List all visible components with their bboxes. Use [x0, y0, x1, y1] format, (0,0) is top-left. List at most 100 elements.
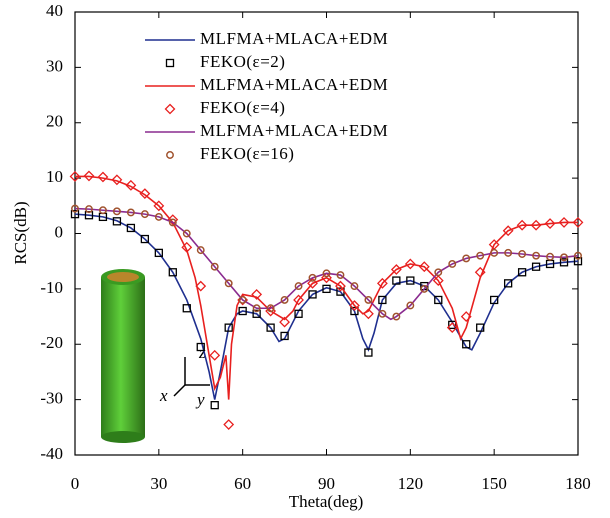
data-point — [168, 218, 177, 227]
data-point — [559, 258, 569, 267]
data-point — [126, 223, 136, 233]
data-point — [474, 266, 486, 278]
x-tick-label: 90 — [318, 474, 335, 493]
data-point — [266, 304, 275, 313]
data-point — [308, 290, 317, 299]
y-axis-label: RCS(dB) — [11, 201, 30, 264]
y-tick-label: -20 — [40, 333, 63, 352]
data-point — [322, 269, 331, 278]
data-point — [517, 268, 527, 277]
data-point — [448, 320, 457, 330]
data-point — [251, 288, 263, 300]
y-tick-label: 30 — [46, 56, 63, 75]
data-point — [460, 311, 472, 322]
data-point — [404, 258, 416, 270]
data-point — [293, 294, 304, 306]
data-point — [125, 179, 137, 191]
y-tick-label: -10 — [40, 278, 63, 297]
data-point — [280, 296, 289, 304]
data-point — [224, 279, 233, 288]
data-point — [112, 207, 121, 216]
x-tick-label: 180 — [565, 474, 591, 493]
data-point — [558, 217, 570, 228]
data-point — [350, 306, 359, 316]
data-point — [462, 340, 471, 349]
legend-label: MLFMA+MLACA+EDM — [200, 29, 388, 48]
data-point — [560, 253, 568, 262]
data-point — [349, 300, 360, 311]
data-point — [139, 188, 151, 200]
data-point — [378, 309, 387, 318]
data-point — [321, 272, 332, 284]
data-point — [252, 309, 261, 318]
data-point — [462, 254, 471, 263]
data-point — [434, 295, 443, 305]
data-point — [307, 277, 318, 289]
data-point — [418, 261, 430, 273]
data-point — [308, 273, 317, 282]
x-axis-label: Theta(deg) — [289, 492, 364, 511]
data-point — [71, 204, 79, 213]
data-point — [364, 296, 373, 304]
y-tick-label: 10 — [46, 167, 63, 186]
data-point — [532, 251, 541, 260]
data-point — [490, 248, 499, 257]
series-line — [74, 207, 579, 321]
data-point — [544, 218, 556, 229]
axis-annotation: y — [195, 390, 205, 409]
data-point — [518, 250, 527, 258]
axis-annotation: x — [159, 386, 168, 405]
data-point — [546, 252, 555, 261]
data-point — [446, 322, 458, 334]
data-point — [294, 282, 303, 291]
data-point — [572, 217, 584, 228]
data-point — [153, 200, 165, 212]
legend-label: FEKO(ε=4) — [200, 98, 285, 117]
data-point — [98, 206, 107, 215]
data-point — [376, 277, 388, 289]
legend-label: MLFMA+MLACA+EDM — [200, 75, 388, 94]
y-tick-label: -40 — [40, 444, 63, 463]
x-tick-label: 60 — [234, 474, 251, 493]
data-point — [294, 309, 303, 318]
data-point — [266, 323, 275, 332]
series-line — [75, 175, 578, 400]
data-point — [182, 304, 191, 313]
data-point — [406, 301, 415, 310]
data-point — [224, 323, 233, 332]
data-point — [434, 268, 443, 277]
data-point — [238, 306, 247, 316]
legend-label: FEKO(ε=2) — [200, 52, 285, 71]
data-point — [210, 262, 219, 271]
data-point — [280, 331, 289, 341]
data-point — [390, 264, 402, 275]
x-tick-label: 30 — [150, 474, 167, 493]
data-point — [182, 229, 191, 238]
data-point — [196, 246, 205, 255]
legend-swatch — [164, 103, 176, 115]
data-point — [392, 312, 401, 321]
data-point — [210, 401, 219, 410]
data-point — [195, 280, 207, 292]
x-tick-label: 150 — [481, 474, 507, 493]
data-point — [196, 342, 205, 352]
data-point — [516, 219, 528, 231]
data-point — [209, 349, 221, 361]
data-point — [420, 284, 429, 293]
data-point — [112, 217, 122, 226]
y-tick-label: 20 — [46, 112, 63, 131]
data-point — [504, 248, 513, 257]
data-point — [70, 209, 80, 219]
data-point — [167, 214, 179, 226]
data-point — [85, 205, 93, 214]
data-point — [322, 284, 331, 294]
legend-swatch — [166, 151, 174, 159]
legend-swatch — [165, 58, 175, 68]
data-point — [336, 271, 345, 279]
data-point — [476, 323, 485, 332]
x-tick-label: 120 — [398, 474, 424, 493]
data-point — [448, 260, 457, 268]
legend-label: MLFMA+MLACA+EDM — [200, 121, 388, 140]
data-point — [350, 282, 359, 291]
data-point — [432, 275, 444, 286]
